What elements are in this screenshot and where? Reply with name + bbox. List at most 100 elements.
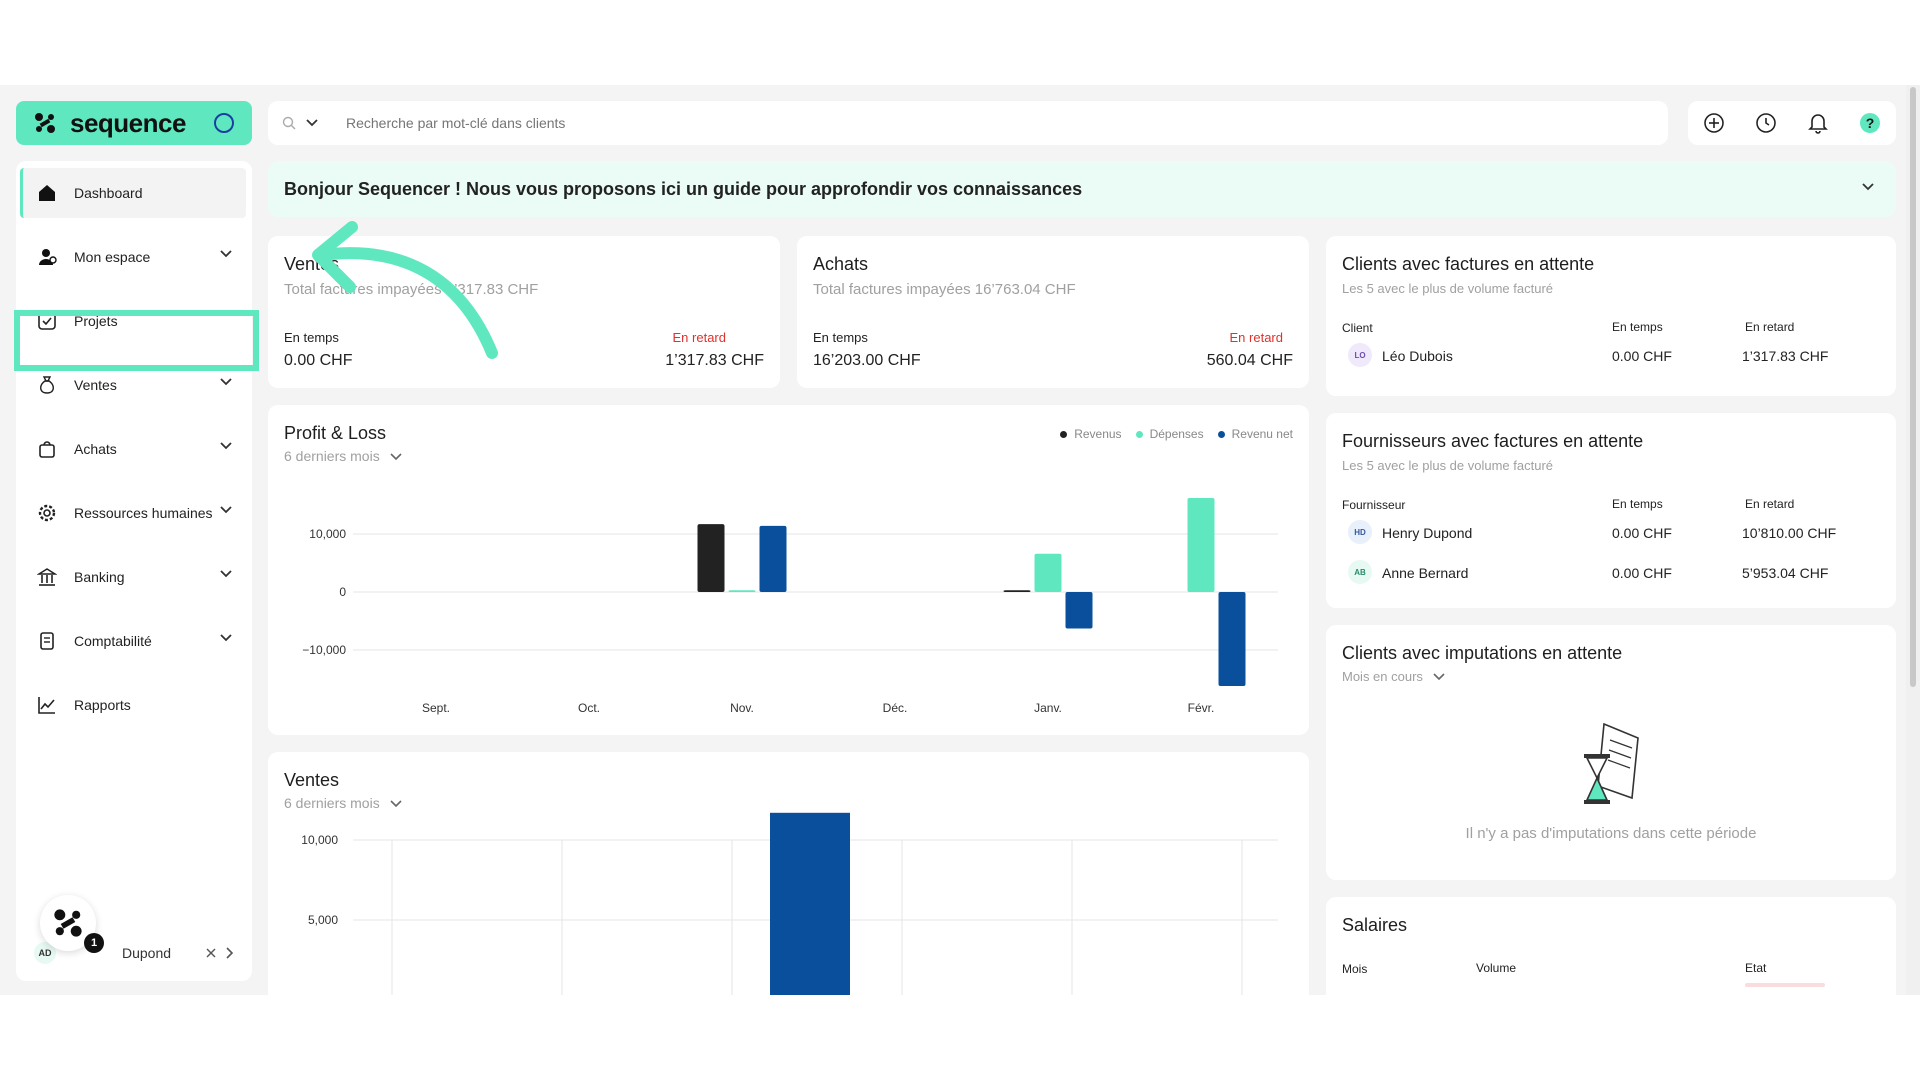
scrollbar-thumb[interactable]	[1910, 87, 1916, 687]
period-label: 6 derniers mois	[284, 448, 380, 464]
col-on-time: En temps	[1612, 497, 1663, 511]
user-name: Dupond	[122, 945, 172, 961]
on-time-value: 0.00 CHF	[1612, 565, 1672, 581]
on-time-value: 0.00 CHF	[1612, 525, 1672, 541]
y-tick-label: 10,000	[309, 527, 346, 541]
sidebar-item-label: Ventes	[74, 377, 117, 393]
clock-icon[interactable]	[1753, 110, 1779, 136]
help-icon[interactable]: ?	[1857, 110, 1883, 136]
shopping-bag-icon	[36, 438, 58, 460]
hourglass-document-icon	[1584, 722, 1639, 804]
sequence-logo[interactable]: sequence	[16, 101, 252, 145]
x-tick-label: Oct.	[578, 701, 600, 715]
on-time-value: 0.00 CHF	[284, 352, 353, 369]
card-title: Salaires	[1342, 915, 1408, 935]
sequence-mark-icon	[54, 909, 82, 937]
brand-name: sequence	[70, 107, 186, 138]
search-icon[interactable]	[282, 116, 296, 130]
avatar: HD	[1348, 520, 1372, 544]
chevron-right-icon[interactable]	[226, 947, 234, 959]
sidebar-item-dashboard[interactable]: Dashboard	[20, 168, 246, 218]
chevron-down-icon[interactable]	[220, 442, 232, 450]
col-on-time: En temps	[1612, 320, 1663, 334]
chart-icon	[36, 694, 58, 716]
late-value: 560.04 CHF	[1206, 352, 1293, 369]
chevron-down-icon[interactable]	[306, 119, 318, 127]
profit-loss-card: Profit & Loss 6 derniers mois Revenus Dé…	[268, 405, 1309, 735]
period-select[interactable]: 6 derniers mois	[284, 795, 402, 811]
salaires-card: Salaires Mois Volume Etat	[1326, 897, 1896, 995]
chevron-down-icon[interactable]	[220, 250, 232, 258]
late-value: 1’317.83 CHF	[1742, 348, 1829, 364]
x-tick-label: Déc.	[883, 701, 908, 715]
home-icon	[36, 182, 58, 204]
chevron-down-icon[interactable]	[220, 634, 232, 642]
period-select[interactable]: 6 derniers mois	[284, 448, 402, 464]
y-tick-label: −10,000	[302, 643, 346, 657]
chevron-down-icon[interactable]	[220, 378, 232, 386]
sidebar-item-mon-espace[interactable]: Mon espace	[20, 232, 246, 282]
sidebar-item-label: Projets	[74, 313, 118, 329]
status-badge	[1745, 983, 1825, 987]
card-title: Achats	[813, 254, 869, 274]
ventes-chart: 10,000 5,000	[301, 812, 1278, 995]
sidebar-item-comptabilite[interactable]: Comptabilité	[20, 616, 246, 666]
chart-legend: Revenus Dépenses Revenu net	[1060, 427, 1293, 441]
sidebar-item-ressources-humaines[interactable]: Ressources humaines	[20, 488, 246, 538]
bar-revenu-net	[759, 525, 787, 592]
chevron-down-icon[interactable]	[220, 506, 232, 514]
notification-badge: 1	[84, 933, 104, 953]
on-time-label: En temps	[284, 330, 339, 345]
on-time-value: 16’203.00 CHF	[813, 352, 921, 369]
legend-dot	[1060, 430, 1068, 438]
ventes-chart-card: Ventes 6 derniers mois 10,000 5,000	[268, 752, 1309, 995]
legend-dot	[1217, 430, 1225, 438]
sidebar-item-projets[interactable]: Projets	[20, 296, 246, 346]
sidebar-item-ventes[interactable]: Ventes	[20, 360, 246, 410]
legend-depenses[interactable]: Dépenses	[1149, 427, 1204, 441]
tutorial-highlight-box	[14, 310, 259, 371]
late-label: En retard	[672, 330, 726, 345]
chevron-down-icon	[1432, 673, 1445, 681]
late-value: 10’810.00 CHF	[1742, 525, 1837, 541]
client-name: Léo Dubois	[1382, 348, 1453, 364]
sidebar-item-banking[interactable]: Banking	[20, 552, 246, 602]
card-title: Clients avec factures en attente	[1342, 254, 1595, 274]
bar-revenu-net	[1218, 592, 1246, 686]
achats-summary-card[interactable]: Achats Total factures impayées 16’763.04…	[797, 236, 1309, 388]
x-tick-label: Sept.	[422, 701, 450, 715]
legend-revenus[interactable]: Revenus	[1074, 427, 1122, 441]
search-input[interactable]	[346, 115, 1546, 131]
period-select[interactable]: Mois en cours	[1342, 669, 1445, 684]
x-tick-label: Janv.	[1034, 701, 1062, 715]
card-subtitle: Total factures impayées 16’763.04 CHF	[813, 281, 1076, 298]
chevron-down-icon[interactable]	[220, 570, 232, 578]
ventes-summary-card[interactable]: Ventes Total factures impayées 1’317.83 …	[268, 236, 780, 388]
close-icon[interactable]	[206, 948, 216, 958]
avatar: AD	[34, 942, 56, 964]
page-scrollbar[interactable]	[1906, 85, 1920, 995]
sidebar-item-label: Mon espace	[74, 249, 151, 265]
card-title: Profit & Loss	[284, 423, 387, 443]
late-value: 1’317.83 CHF	[665, 352, 764, 369]
bank-icon	[36, 566, 58, 588]
lock-icon[interactable]	[214, 113, 234, 133]
sidebar-item-achats[interactable]: Achats	[20, 424, 246, 474]
legend-dot	[1135, 430, 1143, 438]
bell-icon[interactable]	[1805, 110, 1831, 136]
imputations-card: Clients avec imputations en attente Mois…	[1326, 625, 1896, 880]
profit-loss-chart: 10,000 0 −10,000 Sept. Oct. Nov. Déc. Janv. Févr…	[302, 498, 1278, 715]
sidebar-item-rapports[interactable]: Rapports	[20, 680, 246, 730]
chevron-down-icon[interactable]	[1862, 183, 1874, 191]
period-label: Mois en cours	[1342, 669, 1423, 684]
user-profile-row[interactable]: AD Dupond	[16, 925, 252, 981]
y-tick-label: 5,000	[308, 913, 338, 927]
legend-revenu-net[interactable]: Revenu net	[1231, 427, 1293, 441]
guide-banner[interactable]: Bonjour Sequencer ! Nous vous proposons …	[268, 161, 1896, 217]
bar-dépenses	[1187, 498, 1215, 592]
plus-circle-icon[interactable]	[1701, 110, 1727, 136]
card-title: Fournisseurs avec factures en attente	[1342, 431, 1644, 451]
on-time-label: En temps	[813, 330, 868, 345]
card-subtitle: Les 5 avec le plus de volume facturé	[1342, 458, 1554, 473]
top-toolbar: ?	[1688, 101, 1896, 145]
